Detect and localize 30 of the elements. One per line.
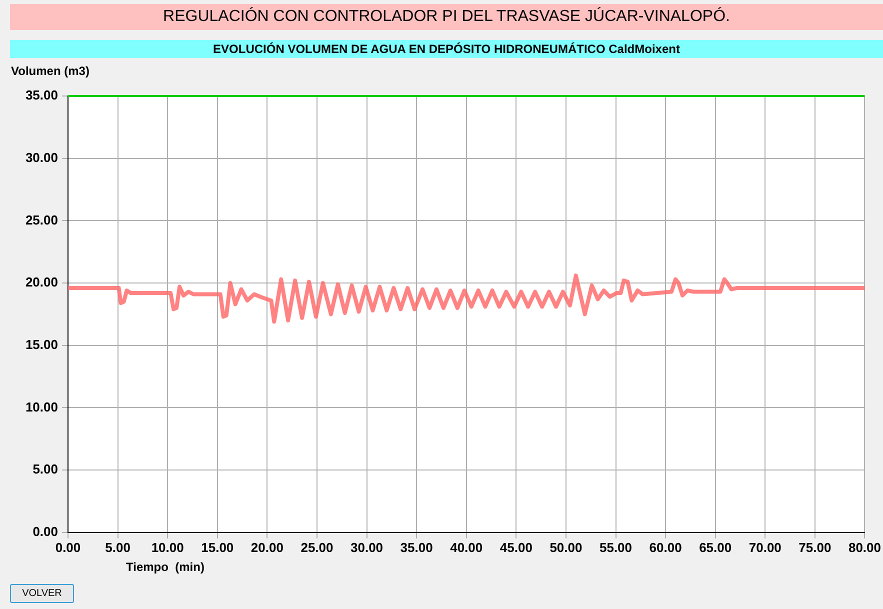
x-tick-label: 10.00 [151,540,184,555]
x-axis-title: Tiempo (min) [126,560,204,574]
x-tick-label: 80.00 [848,540,882,555]
x-tick-label: 70.00 [748,540,782,555]
x-tick-label: 40.00 [450,540,483,555]
x-tick-label: 35.00 [400,540,433,555]
x-tick-label: 15.00 [201,540,234,555]
chart-subtitle: EVOLUCIÓN VOLUMEN DE AGUA EN DEPÓSITO HIDRONEUMÁTICO CaldMoixent [10,40,883,58]
x-tick-label: 75.00 [798,540,832,555]
x-tick-label: 25.00 [300,540,334,555]
x-tick-label: 65.00 [699,540,732,555]
text: VOLVER [10,584,74,603]
x-tick-label: 0.00 [55,540,81,555]
x-tick-label: 45.00 [500,540,532,555]
x-tick-label: 30.00 [350,540,384,555]
y-tick-label: 5.00 [32,462,58,477]
x-tick-label: 5.00 [105,540,130,555]
x-tick-label: 60.00 [649,540,682,555]
chart-title: REGULACIÓN CON CONTROLADOR PI DEL TRASVASE JÚCAR-VINALOPÓ. [10,4,883,30]
y-tick-label: 35.00 [25,88,58,103]
y-tick-label: 15.00 [25,336,58,352]
y-tick-label: 0.00 [32,524,58,539]
x-tick-label: 55.00 [599,540,632,555]
y-tick-label: 20.00 [25,274,58,290]
x-tick-label: 20.00 [250,540,284,555]
y-tick-label: 25.00 [25,212,58,228]
x-tick-label: 50.00 [550,540,582,555]
y-tick-label: 10.00 [25,399,58,414]
y-axis-title: Volumen (m3) [11,64,90,78]
y-tick-label: 30.00 [25,150,58,165]
